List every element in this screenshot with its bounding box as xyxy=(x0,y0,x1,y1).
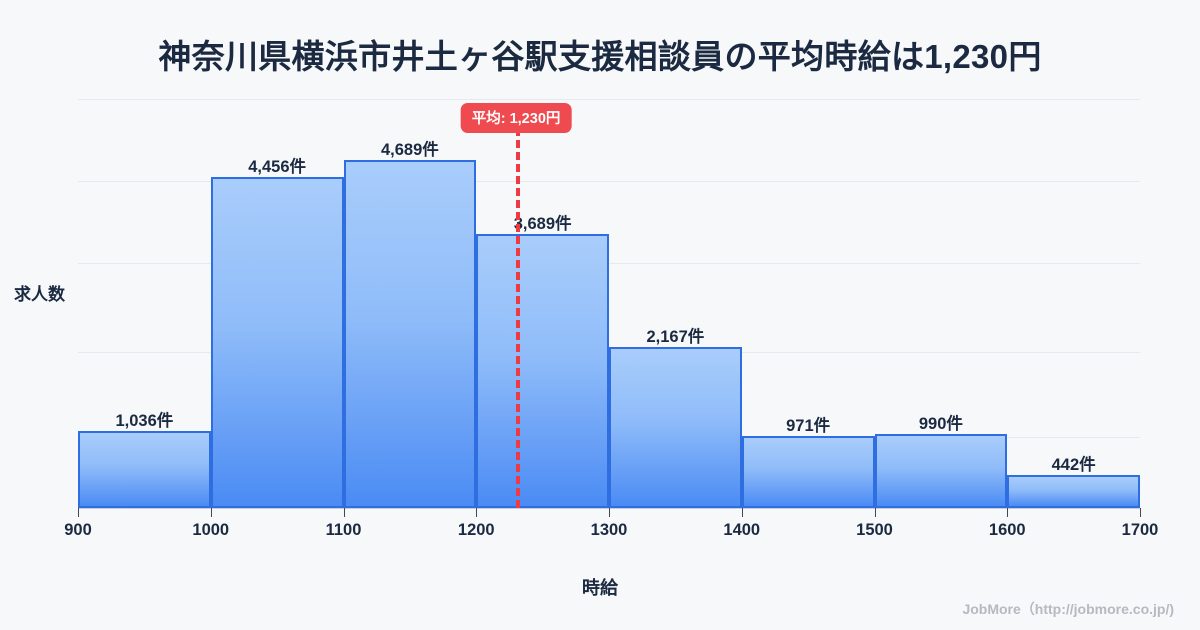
bar-value-label: 971件 xyxy=(786,416,831,435)
tick-mark xyxy=(1007,508,1009,517)
tick-mark xyxy=(210,508,212,517)
x-tick-label: 1200 xyxy=(457,521,495,539)
bar xyxy=(210,176,344,508)
x-axis-label: 時給 xyxy=(582,578,618,598)
tick-mark xyxy=(343,508,345,517)
bar xyxy=(476,233,609,508)
bar xyxy=(343,159,477,508)
tick-mark xyxy=(78,508,79,517)
x-tick-label: 1500 xyxy=(856,521,893,539)
tick-mark xyxy=(1140,508,1141,517)
bar xyxy=(741,435,875,508)
page-title: 神奈川県横浜市井土ヶ谷駅支援相談員の平均時給は1,230円 xyxy=(158,38,1042,75)
bar xyxy=(874,434,1008,508)
x-tick-label: 1300 xyxy=(590,521,628,539)
plot-area xyxy=(78,92,1140,508)
x-tick-label: 1100 xyxy=(325,521,362,539)
x-tick-label: 900 xyxy=(64,521,92,539)
gridline xyxy=(78,181,1140,183)
gridline xyxy=(78,99,1140,101)
bar-value-label: 990件 xyxy=(918,415,963,434)
x-tick-label: 1400 xyxy=(723,521,761,539)
average-line xyxy=(516,128,521,508)
average-badge: 平均: 1,230円 xyxy=(460,103,572,133)
bar xyxy=(78,431,211,508)
x-tick-label: 1600 xyxy=(988,521,1026,539)
bar-value-label: 2,167件 xyxy=(646,328,705,347)
bar-value-label: 442件 xyxy=(1051,456,1096,475)
bar xyxy=(1007,475,1140,508)
tick-mark xyxy=(874,508,876,517)
bar-value-label: 4,456件 xyxy=(248,157,307,176)
tick-mark xyxy=(609,508,610,517)
x-tick-label: 1700 xyxy=(1121,521,1159,539)
tick-mark xyxy=(476,508,478,517)
bar xyxy=(609,347,742,508)
x-tick-label: 1000 xyxy=(192,521,230,539)
bar-value-label: 3,689件 xyxy=(513,214,572,233)
gridline xyxy=(78,262,1140,264)
bar-value-label: 1,036件 xyxy=(115,412,174,431)
tick-mark xyxy=(741,508,743,517)
watermark: JobMore（http://jobmore.co.jp/) xyxy=(962,601,1174,617)
y-axis-label: 求人数 xyxy=(14,285,65,304)
bar-value-label: 4,689件 xyxy=(380,140,439,159)
